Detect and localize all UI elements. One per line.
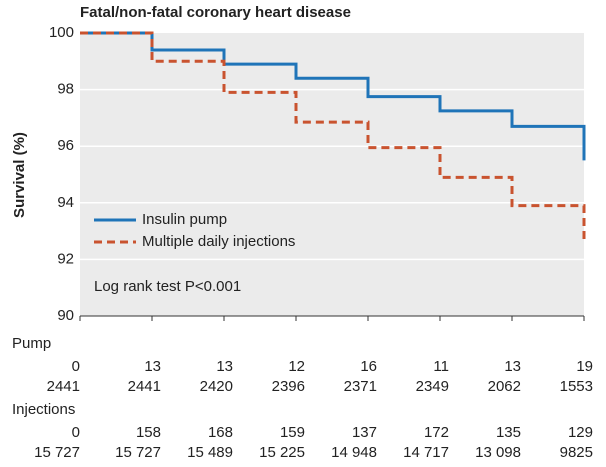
risk-number: 13 [504,358,521,375]
risk-number: 15 727 [34,444,80,461]
y-tick-label: 98 [57,81,74,98]
y-tick-label: 100 [49,24,74,41]
risk-number: 135 [496,424,521,441]
risk-number: 2062 [488,378,521,395]
risk-number: 14 948 [331,444,377,461]
risk-number: 13 [144,358,161,375]
risk-number: 0 [72,424,80,441]
y-axis-label: Survival (%) [11,132,28,218]
risk-number: 129 [568,424,593,441]
risk-number: 137 [352,424,377,441]
survival-line [80,31,586,243]
risk-group-label: Injections [12,401,75,418]
legend-label: Multiple daily injections [142,233,295,250]
risk-number: 2441 [47,378,80,395]
survival-line [80,31,586,161]
risk-number: 0 [72,358,80,375]
risk-number: 1553 [560,378,593,395]
risk-number: 11 [433,358,449,375]
risk-number: 2420 [200,378,233,395]
risk-number: 159 [280,424,305,441]
risk-group-label: Pump [12,335,51,352]
risk-number: 15 489 [187,444,233,461]
risk-number: 2371 [344,378,377,395]
risk-number: 12 [288,358,305,375]
risk-number: 15 225 [259,444,305,461]
legend-label: Insulin pump [142,211,227,228]
y-tick-label: 96 [57,137,74,154]
risk-number: 14 717 [403,444,449,461]
risk-number: 15 727 [115,444,161,461]
annotation: Log rank test P<0.001 [94,278,241,295]
y-tick-label: 92 [57,250,74,267]
risk-number: 158 [136,424,161,441]
y-tick-label: 94 [57,194,74,211]
y-tick-label: 90 [57,307,74,324]
risk-number: 172 [424,424,449,441]
risk-number: 13 098 [475,444,521,461]
chart-title: Fatal/non-fatal coronary heart disease [80,4,351,21]
risk-number: 2441 [128,378,161,395]
risk-number: 9825 [560,444,593,461]
risk-number: 2349 [416,378,449,395]
risk-number: 168 [208,424,233,441]
plot-area [80,33,584,316]
risk-number: 19 [576,358,593,375]
risk-number: 13 [216,358,233,375]
risk-number: 2396 [272,378,305,395]
risk-number: 16 [360,358,377,375]
